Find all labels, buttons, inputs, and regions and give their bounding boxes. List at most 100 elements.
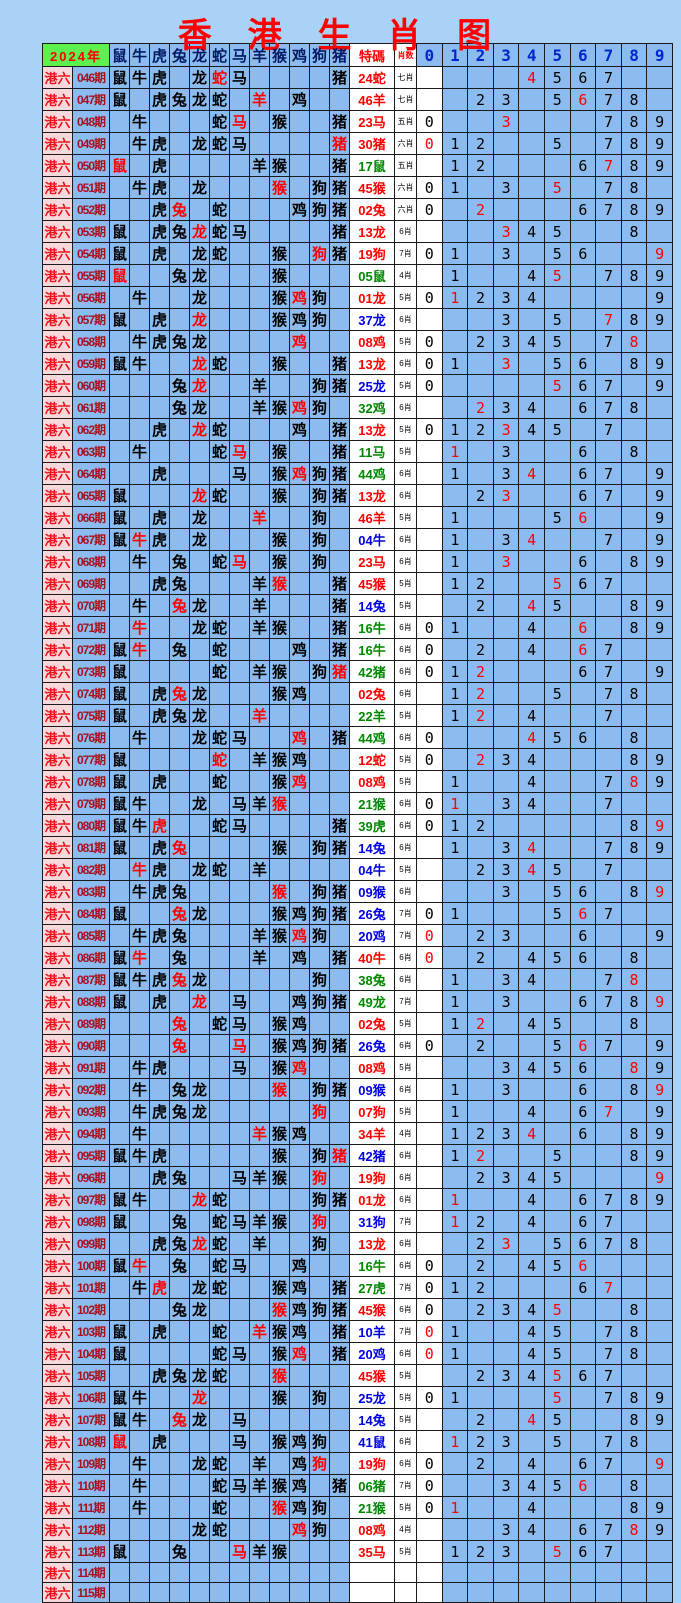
period-prefix: 港六 [42,1452,73,1475]
zodiac-cell-0: 鼠 [109,682,131,705]
table-row: 港六 050期鼠虎羊猴猪 17鼠 五肖 1 2 6 7 8 9 [42,154,673,177]
period-prefix: 港六 [42,814,73,837]
digit-cell-3 [492,1034,520,1057]
digit-cell-7 [595,814,622,837]
digit-cell-6 [569,1430,597,1453]
digit-cell-6: 6 [569,1518,597,1541]
digit-cell-8: 8 [620,880,648,903]
zodiac-cell-7 [249,484,271,507]
zodiac-cell-0 [109,132,131,155]
zodiac-cell-7 [249,132,271,155]
digit-cell-8 [620,484,648,507]
zodiac-cell-2 [149,110,171,133]
zodiac-cell-5: 蛇 [209,858,231,881]
zodiac-cell-5 [209,1078,231,1101]
special-code: 26兔 [349,902,396,925]
digit-cell-1 [441,396,469,419]
zodiac-cell-6 [229,242,251,265]
digit-cell-7: 7 [595,484,622,507]
zodiac-cell-7: 羊 [249,88,271,111]
zodiac-cell-0 [109,1474,131,1497]
digit-cell-8: 8 [620,198,648,221]
digit-cell-7 [595,440,622,463]
digit-cell-5: 5 [543,374,571,397]
zodiac-cell-9 [289,1540,311,1563]
digit-cell-7 [595,506,622,529]
zodiac-cell-2 [149,1188,171,1211]
period-label: 097期 [71,1188,111,1211]
special-code-header: 特碼 [349,43,396,67]
period-label: 058期 [71,330,111,353]
zodiac-cell-0 [109,198,131,221]
digit-cell-4 [518,110,545,133]
zodiac-cell-6 [229,858,251,881]
period-label: 062期 [71,418,111,441]
zodiac-cell-5: 蛇 [209,66,231,89]
digit-cell-1: 1 [441,1430,469,1453]
period-prefix: 港六 [42,704,73,727]
digit-cell-5: 5 [543,352,571,375]
special-code: 04牛 [349,858,396,881]
digit-cell-6 [569,110,597,133]
table-row: 港六 085期牛虎兔羊猴鸡狗 20鸡 7肖 0 2 3 6 9 [42,924,673,947]
digit-cell-0 [416,506,443,529]
period-label: 110期 [71,1474,111,1497]
xiao-count: 5肖 [394,506,418,529]
zodiac-cell-5: 蛇 [209,1210,231,1233]
digit-cell-5: 5 [543,1540,571,1563]
zodiac-cell-3 [169,1342,191,1365]
digit-cell-7: 7 [595,110,622,133]
table-row: 港六 108期鼠虎马猴鸡狗 41鼠 6肖 1 2 3 5 7 8 [42,1430,673,1453]
digit-cell-3: 3 [492,176,520,199]
zodiac-cell-9: 鸡 [289,396,311,419]
period-label: 088期 [71,990,111,1013]
zodiac-cell-6: 马 [229,1474,251,1497]
special-code: 45猴 [349,1364,396,1387]
digit-cell-9: 9 [646,1452,673,1475]
zodiac-cell-5 [209,396,231,419]
zodiac-cell-10 [309,594,331,617]
digit-cell-8 [620,1254,648,1277]
zodiac-cell-9: 鸡 [289,638,311,661]
digit-cell-7 [595,1474,622,1497]
digit-cell-1: 1 [441,1386,469,1409]
zodiac-cell-3 [169,484,191,507]
zodiac-cell-8: 猴 [269,902,291,925]
digit-cell-8: 8 [620,1232,648,1255]
zodiac-cell-2 [149,660,171,683]
zodiac-cell-3: 兔 [169,594,191,617]
zodiac-cell-1 [129,704,151,727]
table-row: 港六 097期鼠牛龙蛇狗猪 01龙 6肖 1 4 6 7 8 9 [42,1188,673,1211]
zodiac-cell-5: 蛇 [209,198,231,221]
digit-cell-3 [492,660,520,683]
zodiac-cell-4: 龙 [189,1518,211,1541]
zodiac-cell-2 [149,374,171,397]
zodiac-cell-7 [249,242,271,265]
digit-cell-3 [492,198,520,221]
zodiac-cell-0: 鼠 [109,792,131,815]
table-row: 港六 093期牛虎兔龙狗 07狗 5肖 1 4 6 7 9 [42,1100,673,1123]
zodiac-cell-8: 猴 [269,550,291,573]
digit-cell-5 [543,836,571,859]
zodiac-cell-11 [329,792,351,815]
special-code: 06猪 [349,1474,396,1497]
zodiac-cell-7 [249,880,271,903]
digit-cell-3: 3 [492,308,520,331]
digit-cell-9: 9 [646,1078,673,1101]
zodiac-cell-6: 马 [229,726,251,749]
digit-cell-8: 8 [620,748,648,771]
zodiac-cell-3: 兔 [169,638,191,661]
zodiac-cell-10: 狗 [309,990,331,1013]
zodiac-cell-9 [289,264,311,287]
xiao-count: 6肖 [394,968,418,991]
digit-cell-2: 2 [467,682,494,705]
zodiac-cell-5 [209,1144,231,1167]
special-code: 13龙 [349,418,396,441]
digit-cell-4: 4 [518,1364,545,1387]
digit-cell-8 [620,1100,648,1123]
zodiac-cell-2 [149,1452,171,1475]
digit-cell-6: 6 [569,726,597,749]
digit-cell-6: 6 [569,462,597,485]
digit-cell-6 [569,330,597,353]
zodiac-cell-5 [209,286,231,309]
